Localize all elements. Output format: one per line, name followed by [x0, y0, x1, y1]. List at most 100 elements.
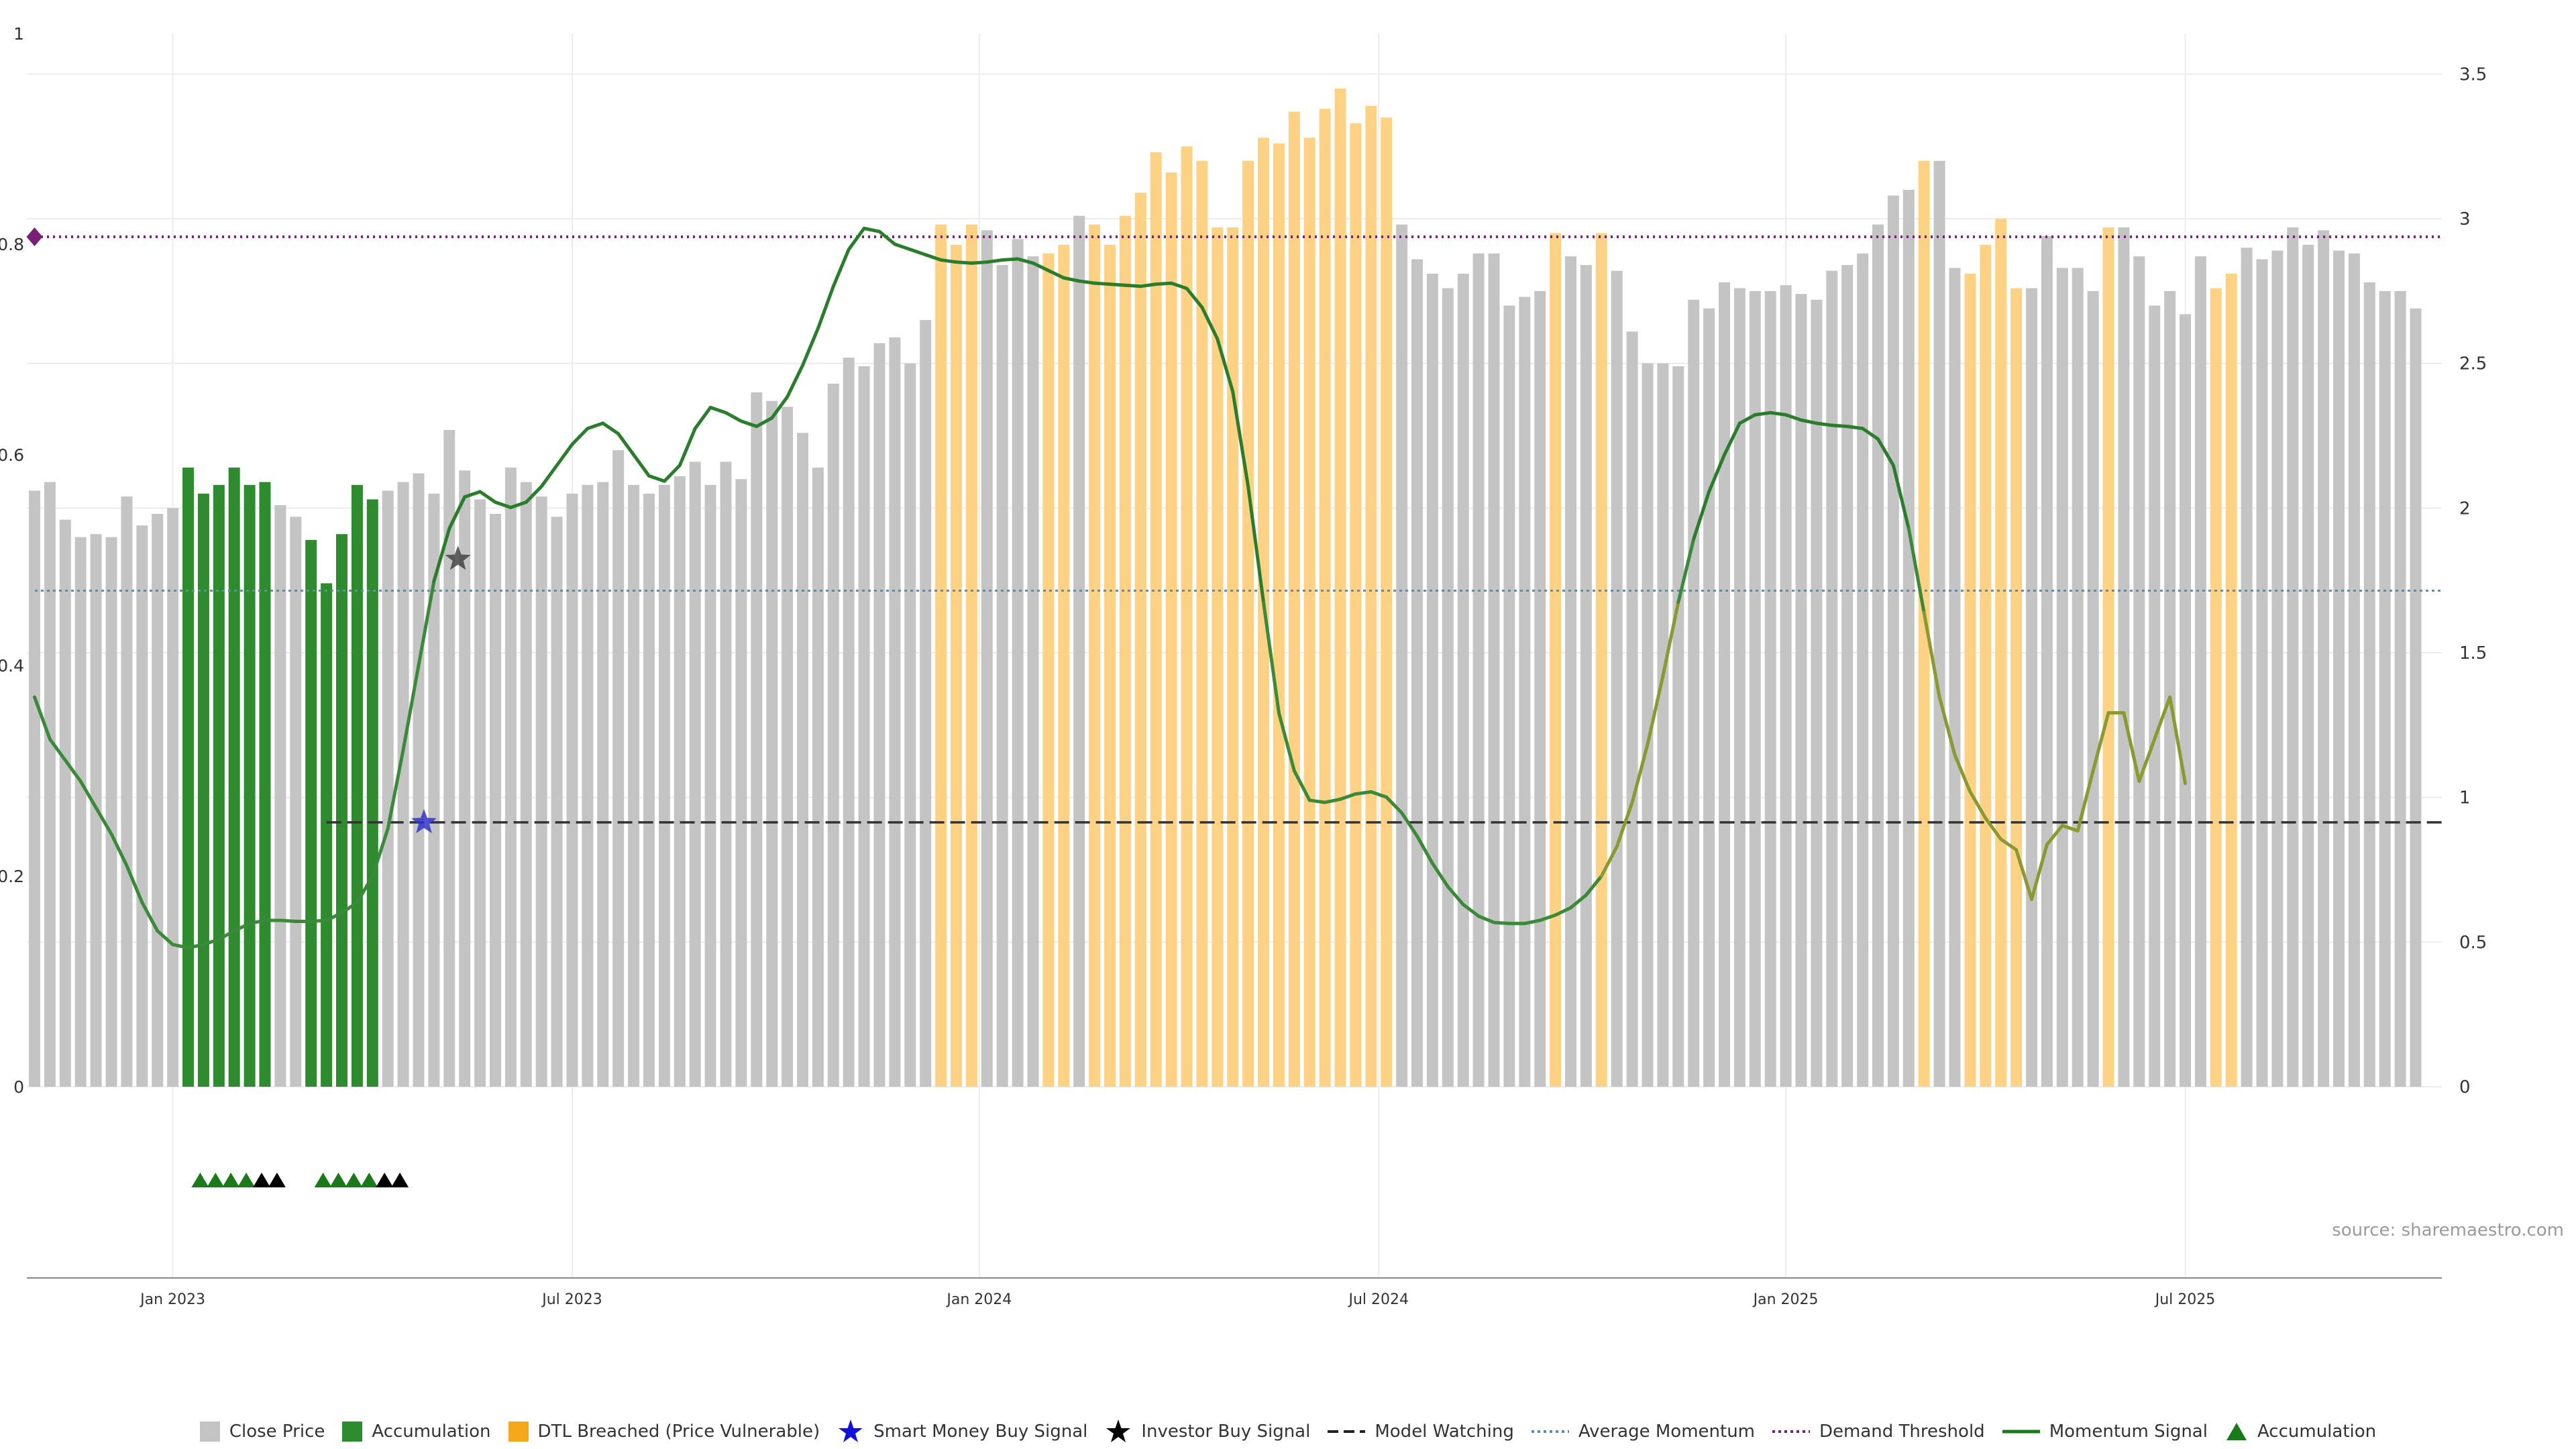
momentum-segment [355, 874, 374, 904]
close-price-bar [2348, 253, 2360, 1087]
close-price-bar [1657, 363, 1669, 1087]
chart-legend: Close Price Accumulation DTL Breached (Pri… [0, 1415, 2576, 1448]
dtl-breached-bar [1212, 227, 1224, 1087]
legend-item-investor: Investor Buy Signal [1105, 1418, 1310, 1445]
close-price-bar [1073, 215, 1085, 1087]
dtl-breached-bar [1165, 172, 1177, 1087]
accumulation-bar [228, 467, 240, 1087]
momentum-segment [1799, 418, 1819, 425]
x-axis-tick-label: Jul 2023 [541, 1291, 602, 1308]
close-price-bar [2302, 244, 2314, 1087]
momentum-segment [893, 242, 912, 252]
close-price-bar [1472, 253, 1485, 1087]
momentum-segment [1154, 281, 1173, 286]
momentum-segment [186, 943, 205, 950]
close-price-bar [29, 490, 40, 1087]
close-price-bar [2271, 250, 2284, 1087]
momentum-segment [601, 421, 621, 436]
legend-label: Momentum Signal [2049, 1421, 2208, 1442]
momentum-line [33, 226, 2187, 950]
close-price-bar [504, 467, 517, 1087]
dtl-breached-bar [1227, 227, 1239, 1087]
x-axis-tick-label: Jan 2023 [139, 1291, 205, 1308]
momentum-segment [1338, 792, 1358, 801]
close-price-bar [612, 450, 625, 1087]
legend-label: Average Momentum [1578, 1421, 1756, 1442]
momentum-segment [2153, 695, 2172, 741]
close-price-bar [582, 484, 594, 1087]
accumulation-triangle [268, 1173, 286, 1187]
accumulation-triangle [222, 1173, 240, 1187]
momentum-segment [1430, 861, 1450, 889]
momentum-segment [555, 442, 574, 468]
accumulation-bar [321, 583, 333, 1087]
momentum-segment [1937, 695, 1957, 757]
close-price-bar [981, 230, 993, 1087]
momentum-segment [171, 943, 190, 950]
accumulation-bar [213, 484, 225, 1087]
momentum-segment [478, 490, 497, 504]
close-price-bar [1733, 288, 1746, 1087]
momentum-segment [2015, 848, 2033, 902]
close-price-bar [766, 400, 778, 1087]
close-price-bar [996, 265, 1008, 1087]
dtl-breached-bar [1350, 123, 1362, 1087]
close-price-bar [2333, 250, 2345, 1087]
momentum-segment [847, 226, 866, 252]
momentum-segment [1031, 261, 1051, 272]
dtl-breached-bar [1119, 215, 1131, 1087]
momentum-segment [1646, 674, 1665, 747]
dtl-breached-bar [1550, 233, 1562, 1087]
momentum-segment [586, 421, 605, 431]
close-price-bar [274, 505, 286, 1087]
momentum-segment [908, 248, 928, 257]
close-price-bar [920, 320, 932, 1087]
close-price-bar [2149, 305, 2161, 1087]
dtl-breached-bar [1381, 117, 1393, 1087]
momentum-segment [1723, 421, 1741, 457]
momentum-segment [370, 826, 390, 878]
momentum-segment [1093, 281, 1112, 286]
close-price-bar [551, 517, 563, 1087]
dtl-breached-bar [1181, 146, 1193, 1087]
right-axis-tick-label: 1 [2459, 788, 2471, 808]
close-price-bar [2194, 256, 2206, 1087]
legend-item-demand: Demand Threshold [1772, 1421, 1985, 1442]
close-price-bar [1442, 288, 1454, 1087]
legend-label: Investor Buy Signal [1141, 1421, 1311, 1442]
momentum-segment [2030, 843, 2049, 902]
momentum-segment [1016, 257, 1035, 265]
momentum-segment [1415, 834, 1434, 865]
left-axis-tick-label: 0.4 [0, 656, 24, 676]
close-price-bar [2180, 314, 2191, 1087]
dtl-breached-bar [965, 224, 977, 1087]
momentum-segment [1185, 286, 1204, 309]
momentum-segment [1815, 421, 1834, 427]
momentum-segment [647, 474, 666, 483]
close-price-bar [2410, 308, 2422, 1087]
momentum-segment [1861, 427, 1880, 441]
close-price-bar [2363, 282, 2375, 1087]
dtl-breached-bar [1980, 244, 1992, 1087]
square-orange-icon [508, 1421, 529, 1442]
legend-item-close: Close Price [199, 1421, 325, 1442]
close-price-bar [889, 337, 901, 1087]
momentum-segment [632, 453, 651, 478]
accumulation-triangle [329, 1173, 347, 1187]
close-price-bar [1933, 160, 1945, 1087]
momentum-segment [1246, 484, 1265, 604]
close-price-bar [290, 517, 302, 1087]
momentum-segment [232, 922, 252, 933]
demand-threshold-marker [26, 227, 43, 247]
triangle-green-icon [2225, 1421, 2248, 1442]
accumulation-bar [336, 534, 347, 1087]
close-price-bar [720, 462, 732, 1087]
close-price-bar [2256, 259, 2268, 1087]
close-price-bar [152, 513, 164, 1087]
close-price-bar [751, 392, 763, 1087]
momentum-segment [1538, 913, 1558, 922]
momentum-segment [401, 663, 421, 752]
momentum-segment [1461, 902, 1481, 918]
dtl-breached-bar [1196, 160, 1208, 1087]
